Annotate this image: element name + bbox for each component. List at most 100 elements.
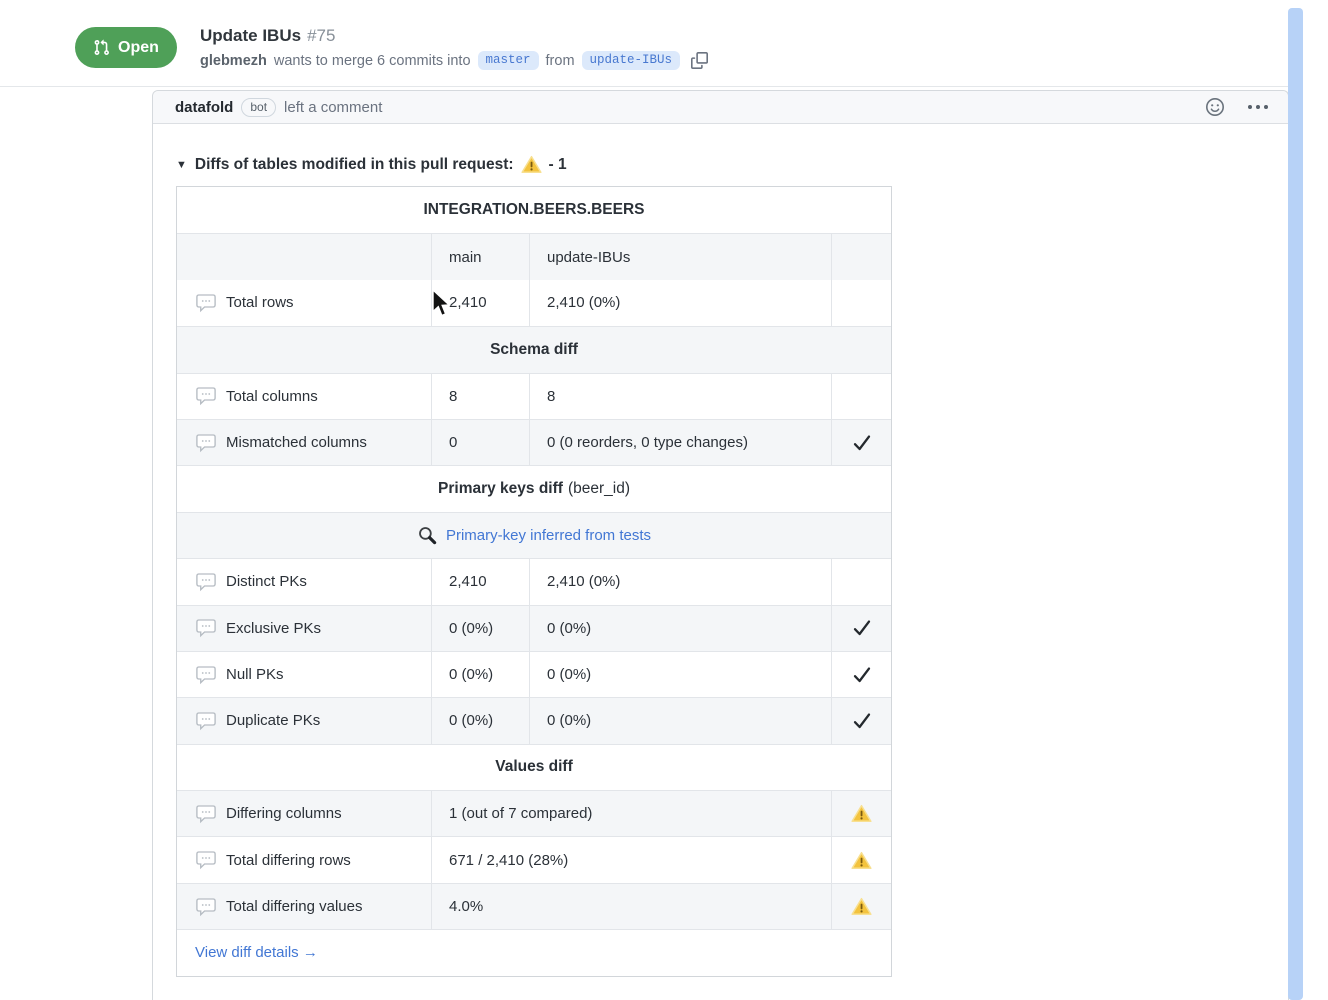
table-row-distinct-pks: Distinct PKs 2,410 2,410 (0%): [177, 558, 891, 605]
row-label: Total differing values: [226, 898, 363, 916]
row-status-cell: [831, 651, 891, 698]
pr-number: #75: [307, 26, 336, 45]
view-diff-details-link[interactable]: View diff details →: [195, 944, 318, 962]
warning-icon: [851, 897, 872, 916]
comment-action-text: left a comment: [284, 98, 383, 116]
row-status-cell: [831, 837, 891, 883]
section-title: Schema diff: [177, 327, 891, 372]
row-label-cell: Distinct PKs: [177, 559, 431, 604]
comment-card: datafold bot left a comment ▼ Diffs of t…: [152, 90, 1289, 1000]
kebab-menu-icon[interactable]: [1248, 105, 1268, 109]
row-label-cell: Exclusive PKs: [177, 606, 431, 651]
row-value-base: 0 (0%): [431, 698, 529, 744]
row-label: Total rows: [226, 294, 294, 312]
row-label: Total columns: [226, 387, 318, 405]
table-row-total-rows: Total rows 2,410 2,410 (0%): [177, 279, 891, 327]
row-value-combined: 4.0%: [431, 883, 831, 930]
row-value-head: 0 (0%): [529, 651, 831, 698]
warning-icon: [851, 804, 872, 823]
row-label: Total differing rows: [226, 851, 351, 869]
comment-bubble-icon: [195, 293, 217, 313]
row-status-cell: [831, 279, 891, 327]
git-pull-request-icon: [93, 39, 110, 56]
table-row-differing-columns: Differing columns 1 (out of 7 compared): [177, 790, 891, 837]
row-value-head: 2,410 (0%): [529, 279, 831, 327]
comment-bubble-icon: [195, 386, 217, 406]
pk-inferred-row: Primary-key inferred from tests: [177, 511, 891, 559]
pk-inferred-cell: Primary-key inferred from tests: [177, 513, 891, 558]
reaction-smiley-icon[interactable]: [1204, 96, 1226, 118]
row-value-head: 8: [529, 373, 831, 419]
bot-badge: bot: [241, 97, 277, 117]
row-label: Exclusive PKs: [226, 619, 322, 637]
comment-bubble-icon: [195, 850, 217, 870]
comment-bubble-icon: [195, 618, 217, 638]
comment-bubble-icon: [195, 711, 217, 731]
table-title-row: INTEGRATION.BEERS.BEERS: [177, 187, 891, 233]
view-diff-details-cell: View diff details →: [177, 930, 891, 975]
row-label-cell: Total rows: [177, 280, 431, 326]
comment-bubble-icon: [195, 433, 217, 453]
section-row-values-diff: Values diff: [177, 743, 891, 790]
table-row-null-pks: Null PKs 0 (0%) 0 (0%): [177, 650, 891, 698]
section-row-primary-keys-diff: Primary keys diff (beer_id): [177, 465, 891, 511]
row-label: Distinct PKs: [226, 573, 307, 591]
base-branch-pill[interactable]: master: [477, 51, 539, 70]
check-icon: [851, 432, 873, 454]
row-label: Duplicate PKs: [226, 712, 321, 730]
pr-merge-text-2: from: [545, 52, 575, 69]
comment-author[interactable]: datafold: [175, 98, 234, 116]
row-label: Null PKs: [226, 666, 284, 684]
row-label-cell: Duplicate PKs: [177, 698, 431, 743]
section-title-bold: Primary keys diff: [438, 480, 563, 498]
row-status-cell: [831, 373, 891, 419]
row-value-head: 0 (0%): [529, 698, 831, 744]
chevron-down-icon: ▼: [176, 158, 187, 171]
row-value-head: 0 (0%): [529, 605, 831, 651]
diffs-heading-text: Diffs of tables modified in this pull re…: [194, 155, 514, 173]
row-value-base: 2,410: [431, 279, 529, 327]
table-title: INTEGRATION.BEERS.BEERS: [423, 201, 645, 219]
table-row-total-differing-values: Total differing values 4.0%: [177, 882, 891, 930]
row-value-base: 0 (0%): [431, 605, 529, 651]
check-icon: [851, 617, 873, 639]
diff-table-rows: Total rows 2,410 2,410 (0%) Schema diff Tota…: [177, 279, 891, 976]
head-branch-pill[interactable]: update-IBUs: [581, 51, 681, 70]
row-label-cell: Total columns: [177, 374, 431, 419]
magnifier-icon: [417, 525, 437, 545]
table-row-mismatched-columns: Mismatched columns 0 0 (0 reorders, 0 type…: [177, 418, 891, 466]
view-diff-details-row: View diff details →: [177, 929, 891, 975]
row-status-cell: [831, 419, 891, 466]
check-icon: [851, 664, 873, 686]
row-status-cell: [831, 698, 891, 744]
row-label-cell: Mismatched columns: [177, 420, 431, 465]
row-status-cell: [831, 791, 891, 837]
row-status-cell: [831, 605, 891, 651]
column-header-empty: [177, 234, 431, 279]
table-row-total-differing-rows: Total differing rows 671 / 2,410 (28%): [177, 836, 891, 883]
section-row-schema-diff: Schema diff: [177, 326, 891, 373]
row-value-combined: 1 (out of 7 compared): [431, 791, 831, 837]
column-header-status: [831, 234, 891, 280]
pr-subtitle: glebmezh wants to merge 6 commits into m…: [200, 51, 709, 70]
row-status-cell: [831, 559, 891, 605]
header-divider: [0, 86, 1288, 87]
row-value-base: 2,410: [431, 559, 529, 605]
pr-author-link[interactable]: glebmezh: [200, 52, 267, 69]
comment-header: datafold bot left a comment: [153, 91, 1288, 124]
column-header-head: update-IBUs: [529, 234, 831, 280]
diffs-warning-count: - 1: [548, 155, 567, 173]
pk-inferred-link[interactable]: Primary-key inferred from tests: [445, 526, 652, 544]
row-value-head: 0 (0 reorders, 0 type changes): [529, 419, 831, 466]
table-column-header-row: main update-IBUs: [177, 233, 891, 280]
scrollbar-thumb[interactable]: [1288, 8, 1303, 1000]
table-row-exclusive-pks: Exclusive PKs 0 (0%) 0 (0%): [177, 604, 891, 651]
pr-merge-text-1: wants to merge 6 commits into: [273, 52, 471, 69]
comment-bubble-icon: [195, 572, 217, 592]
comment-bubble-icon: [195, 804, 217, 824]
comment-bubble-icon: [195, 897, 217, 917]
copy-branch-icon[interactable]: [691, 52, 709, 69]
warning-icon: [520, 155, 542, 174]
diffs-heading[interactable]: ▼ Diffs of tables modified in this pull …: [176, 155, 567, 174]
